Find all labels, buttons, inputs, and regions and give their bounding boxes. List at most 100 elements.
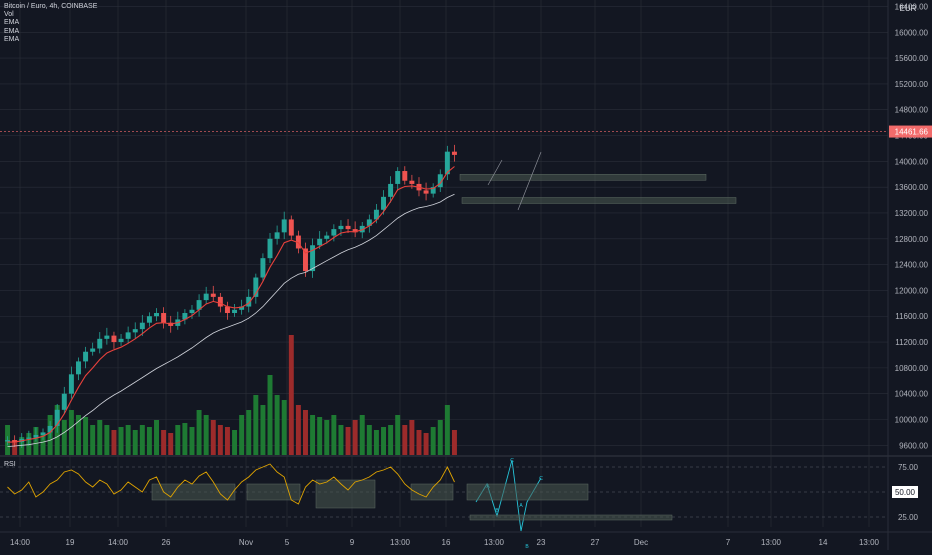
candle-body xyxy=(423,190,429,194)
candle-body xyxy=(68,374,74,394)
volume-bar xyxy=(359,415,365,455)
candle-body xyxy=(366,219,372,226)
candle-body xyxy=(359,225,365,233)
candle-body xyxy=(90,348,96,352)
candle-body xyxy=(40,432,46,435)
candle-body xyxy=(97,338,103,349)
candle-body xyxy=(402,171,408,181)
volume-bar xyxy=(168,433,174,455)
volume-bar xyxy=(182,423,188,455)
currency-label[interactable]: EUR xyxy=(899,4,917,13)
volume-bar xyxy=(125,425,131,455)
rsi-tick-label: 75.00 xyxy=(898,463,919,472)
volume-bar xyxy=(154,420,159,455)
volume-bar xyxy=(40,435,46,455)
price-tick-label: 16000.00 xyxy=(895,28,929,37)
candle-body xyxy=(26,437,32,439)
candle-body xyxy=(288,219,294,236)
volume-bar xyxy=(104,425,110,455)
candle-body xyxy=(444,151,450,175)
volume-bar xyxy=(310,415,316,455)
volume-bar xyxy=(352,420,358,455)
trend-line[interactable] xyxy=(487,159,503,186)
time-tick-label: Nov xyxy=(239,538,253,547)
volume-bar xyxy=(402,425,408,455)
candle-body xyxy=(274,232,280,239)
volume-bar xyxy=(132,430,138,455)
price-tick-label: 12400.00 xyxy=(895,261,929,270)
candle-body xyxy=(352,229,358,233)
candle-body xyxy=(331,229,337,236)
price-tick-label: 16400.00 xyxy=(895,2,929,11)
candles xyxy=(5,144,457,448)
candle-body xyxy=(373,209,379,220)
candle-body xyxy=(253,277,259,297)
volume-bar xyxy=(76,415,81,455)
rsi-title[interactable]: RSI xyxy=(4,461,16,468)
volume-bar xyxy=(423,433,429,455)
candle-body xyxy=(246,296,252,307)
price-tick-label: 14800.00 xyxy=(895,106,929,115)
indicator-ema-2[interactable]: EMA xyxy=(4,27,20,35)
candle-body xyxy=(409,180,415,184)
candle-body xyxy=(33,434,39,438)
volume-bar xyxy=(451,430,457,455)
volume-bar xyxy=(68,410,74,455)
trend-line[interactable] xyxy=(517,151,542,211)
projection-label: B xyxy=(525,544,529,550)
candle-body xyxy=(139,322,145,330)
candle-body xyxy=(338,225,344,230)
volume-bar xyxy=(381,427,386,455)
rsi-zone[interactable] xyxy=(469,514,673,521)
projection-label: C xyxy=(510,458,514,464)
price-tick-label: 15600.00 xyxy=(895,54,929,63)
rsi-zone[interactable] xyxy=(151,483,236,501)
rsi-zone[interactable] xyxy=(466,483,589,501)
symbol-title[interactable]: Bitcoin / Euro, 4h, COINBASE xyxy=(4,3,98,10)
volume-bars xyxy=(5,335,457,455)
support-zone[interactable] xyxy=(459,174,707,181)
candle-body xyxy=(317,238,323,246)
time-tick-label: 5 xyxy=(285,538,290,547)
volume-bar xyxy=(175,425,181,455)
candle-body xyxy=(83,351,89,362)
candle-body xyxy=(111,335,117,343)
candle-body xyxy=(189,309,195,314)
rsi-value-label: 50.00 xyxy=(895,488,916,497)
indicator-ema-3[interactable]: EMA xyxy=(4,35,20,43)
rsi-zone[interactable] xyxy=(410,483,454,501)
volume-bar xyxy=(430,427,436,455)
volume-bar xyxy=(260,405,266,455)
rsi-zone[interactable] xyxy=(246,483,301,501)
price-tick-label: 10800.00 xyxy=(895,364,929,373)
candle-body xyxy=(125,332,131,339)
projection-label: C xyxy=(539,476,543,482)
last-price-label: 14461.66 xyxy=(895,128,929,137)
indicator-vol[interactable]: Vol xyxy=(4,11,14,19)
candle-body xyxy=(161,313,167,323)
price-tick-label: 13200.00 xyxy=(895,209,929,218)
rsi-zone[interactable] xyxy=(315,479,376,509)
candle-body xyxy=(295,235,301,249)
volume-bar xyxy=(281,400,287,455)
chart-legend: Bitcoin / Euro, 4h, COINBASE Vol EMA EMA… xyxy=(4,3,97,44)
volume-bar xyxy=(388,425,394,455)
volume-bar xyxy=(288,335,294,455)
support-zone[interactable] xyxy=(461,197,737,204)
candle-body xyxy=(437,174,443,188)
candle-body xyxy=(203,293,209,301)
candle-body xyxy=(76,361,81,375)
price-tick-label: 13600.00 xyxy=(895,183,929,192)
indicator-ema-1[interactable]: EMA xyxy=(4,19,20,27)
volume-bar xyxy=(189,427,195,455)
time-tick-label: 13:00 xyxy=(859,538,880,547)
candle-body xyxy=(47,425,53,433)
volume-bar xyxy=(111,430,117,455)
price-tick-label: 11200.00 xyxy=(895,338,928,347)
candle-body xyxy=(381,196,386,210)
volume-bar xyxy=(232,430,238,455)
time-axis: 14:00 19 14:00 26 Nov 5 9 13:00 16 13:00 23 27 Dec 7 1… xyxy=(10,538,880,547)
